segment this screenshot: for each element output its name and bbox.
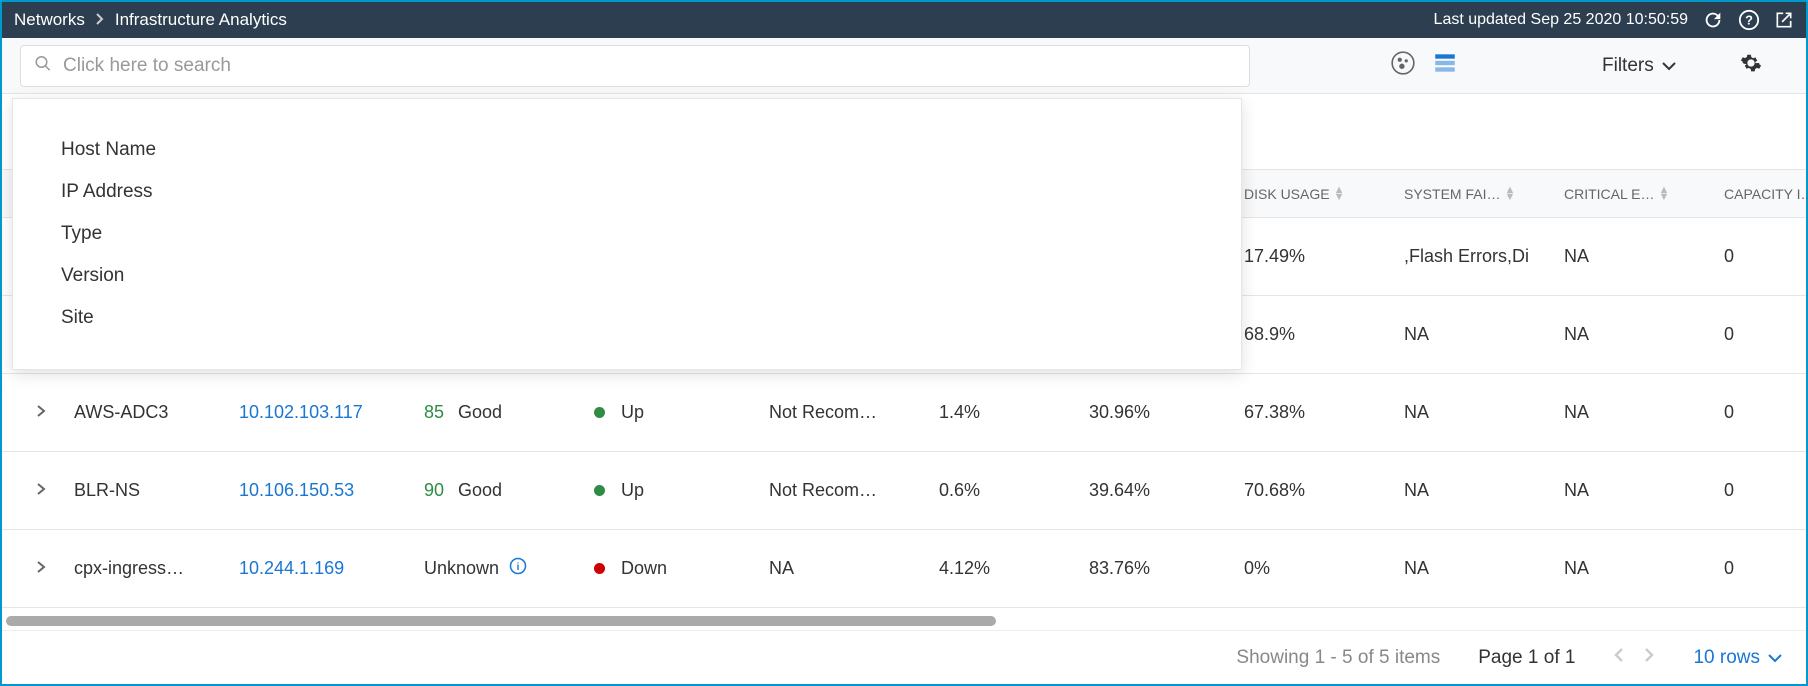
info-icon[interactable]: i <box>509 557 527 580</box>
state-cell: Up <box>582 402 757 423</box>
ip-link[interactable]: 10.244.1.169 <box>239 558 344 579</box>
status-dot-icon <box>594 563 605 574</box>
chevron-right-icon <box>95 10 105 30</box>
sort-icon: ▲▼ <box>1659 187 1670 201</box>
critical-events-cell: NA <box>1552 480 1712 501</box>
toolbar: Filters <box>2 38 1806 94</box>
filters-button[interactable]: Filters <box>1602 55 1676 77</box>
table-view-icon[interactable] <box>1432 50 1458 81</box>
gear-icon[interactable] <box>1740 52 1762 79</box>
filters-label: Filters <box>1602 55 1654 77</box>
critical-events-cell: NA <box>1552 558 1712 579</box>
disk-cell: 70.68% <box>1232 480 1392 501</box>
score-cell: 85Good <box>412 402 582 423</box>
column-capacity-issues[interactable]: CAPACITY ISS… <box>1712 186 1808 202</box>
host-name: BLR-NS <box>74 480 140 501</box>
dropdown-item[interactable]: Host Name <box>13 129 1241 171</box>
upgrade-cell: Not Recom… <box>769 402 877 423</box>
system-failure-cell: NA <box>1404 480 1429 501</box>
host-name: cpx-ingress… <box>74 558 184 579</box>
svg-text:i: i <box>517 562 520 573</box>
capacity-cell: 0 <box>1712 480 1808 501</box>
capacity-cell: 0 <box>1712 246 1808 267</box>
score-cell: 90Good <box>412 480 582 501</box>
memory-cell: 39.64% <box>1077 480 1232 501</box>
expand-chevron-icon[interactable] <box>36 480 46 501</box>
expand-chevron-icon[interactable] <box>36 558 46 579</box>
critical-events-cell: NA <box>1552 402 1712 423</box>
column-critical-events[interactable]: CRITICAL E…▲▼ <box>1552 186 1712 202</box>
expand-chevron-icon[interactable] <box>36 402 46 423</box>
cpu-cell: 0.6% <box>927 480 1077 501</box>
footer: Showing 1 - 5 of 5 items Page 1 of 1 10 … <box>2 630 1806 684</box>
state-cell: Up <box>582 480 757 501</box>
capacity-cell: 0 <box>1712 324 1808 345</box>
column-system-failure[interactable]: SYSTEM FAI…▲▼ <box>1392 186 1552 202</box>
search-icon <box>34 54 52 77</box>
system-failure-cell: ,Flash Errors,Di <box>1404 246 1529 267</box>
breadcrumb-root[interactable]: Networks <box>14 10 85 30</box>
bubble-view-icon[interactable] <box>1390 50 1416 81</box>
external-link-icon[interactable] <box>1774 10 1794 30</box>
breadcrumb: Networks Infrastructure Analytics <box>14 10 287 30</box>
status-dot-icon <box>594 485 605 496</box>
state-cell: Down <box>582 558 757 579</box>
system-failure-cell: NA <box>1404 558 1429 579</box>
dropdown-item[interactable]: Site <box>13 297 1241 339</box>
chevron-down-icon <box>1662 55 1676 77</box>
upgrade-cell: Not Recom… <box>769 480 877 501</box>
table-row: AWS-ADC3 10.102.103.117 85GoodUp Not Recom…… <box>2 374 1806 452</box>
memory-cell: 30.96% <box>1077 402 1232 423</box>
system-failure-cell: NA <box>1404 324 1429 345</box>
breadcrumb-current: Infrastructure Analytics <box>115 10 287 30</box>
disk-cell: 0% <box>1232 558 1392 579</box>
search-dropdown: Host NameIP AddressTypeVersionSite <box>12 98 1242 370</box>
search-box <box>20 45 1250 87</box>
last-updated-text: Last updated Sep 25 2020 10:50:59 <box>1434 11 1688 29</box>
search-input[interactable] <box>20 45 1250 87</box>
cpu-cell: 1.4% <box>927 402 1077 423</box>
capacity-cell: 0 <box>1712 402 1808 423</box>
dropdown-item[interactable]: IP Address <box>13 171 1241 213</box>
status-dot-icon <box>594 407 605 418</box>
capacity-cell: 0 <box>1712 558 1808 579</box>
table-row: cpx-ingress… 10.244.1.169 UnknowniDown NA 4.… <box>2 530 1806 608</box>
chevron-down-icon <box>1768 653 1782 663</box>
refresh-icon[interactable] <box>1702 9 1724 31</box>
critical-events-cell: NA <box>1552 324 1712 345</box>
disk-cell: 17.49% <box>1232 246 1392 267</box>
disk-cell: 67.38% <box>1232 402 1392 423</box>
memory-cell: 83.76% <box>1077 558 1232 579</box>
showing-text: Showing 1 - 5 of 5 items <box>1236 647 1440 669</box>
help-icon[interactable]: ? <box>1738 9 1760 31</box>
page-indicator: Page 1 of 1 <box>1478 647 1575 669</box>
host-name: AWS-ADC3 <box>74 402 168 423</box>
score-value: 90 <box>424 480 444 501</box>
disk-cell: 68.9% <box>1232 324 1392 345</box>
critical-events-cell: NA <box>1552 246 1712 267</box>
score-value: 85 <box>424 402 444 423</box>
dropdown-item[interactable]: Type <box>13 213 1241 255</box>
topbar: Networks Infrastructure Analytics Last u… <box>2 2 1806 38</box>
cpu-cell: 4.12% <box>927 558 1077 579</box>
upgrade-cell: NA <box>769 558 794 579</box>
sort-icon: ▲▼ <box>1504 187 1515 201</box>
table-row: BLR-NS 10.106.150.53 90GoodUp Not Recom… 0.6… <box>2 452 1806 530</box>
score-cell: Unknowni <box>412 557 582 580</box>
ip-link[interactable]: 10.102.103.117 <box>239 402 363 423</box>
page-prev-icon[interactable] <box>1613 647 1625 669</box>
system-failure-cell: NA <box>1404 402 1429 423</box>
svg-text:?: ? <box>1745 13 1753 28</box>
sort-icon: ▲▼ <box>1334 187 1345 201</box>
column-disk-usage[interactable]: DISK USAGE▲▼ <box>1232 186 1392 202</box>
rows-per-page[interactable]: 10 rows <box>1693 647 1782 669</box>
dropdown-item[interactable]: Version <box>13 255 1241 297</box>
horizontal-scrollbar[interactable] <box>6 616 996 626</box>
page-next-icon[interactable] <box>1643 647 1655 669</box>
ip-link[interactable]: 10.106.150.53 <box>239 480 354 501</box>
